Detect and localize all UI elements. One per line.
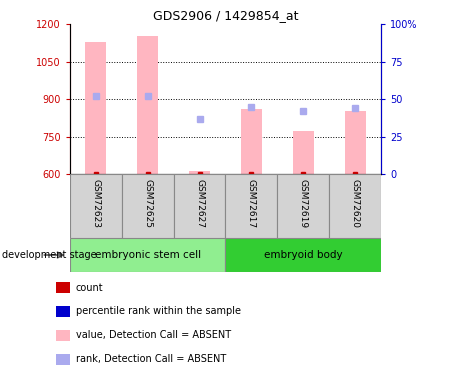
FancyBboxPatch shape	[174, 174, 226, 238]
Bar	[56, 354, 70, 365]
Text: GSM72619: GSM72619	[299, 180, 308, 229]
Title: GDS2906 / 1429854_at: GDS2906 / 1429854_at	[153, 9, 298, 22]
Bar	[241, 110, 262, 174]
Text: GSM72627: GSM72627	[195, 180, 204, 228]
FancyBboxPatch shape	[329, 174, 381, 238]
Text: value, Detection Call = ABSENT: value, Detection Call = ABSENT	[76, 330, 231, 340]
FancyBboxPatch shape	[122, 174, 174, 238]
Bar	[56, 330, 70, 341]
FancyBboxPatch shape	[70, 238, 226, 272]
Text: embryonic stem cell: embryonic stem cell	[95, 250, 201, 260]
Bar	[189, 171, 210, 174]
FancyBboxPatch shape	[226, 238, 381, 272]
Bar	[85, 42, 106, 174]
Text: embryoid body: embryoid body	[264, 250, 343, 260]
Bar	[137, 36, 158, 174]
Text: GSM72617: GSM72617	[247, 180, 256, 229]
Text: GSM72625: GSM72625	[143, 180, 152, 228]
Text: percentile rank within the sample: percentile rank within the sample	[76, 306, 241, 316]
FancyBboxPatch shape	[226, 174, 277, 238]
FancyBboxPatch shape	[70, 174, 122, 238]
Bar	[56, 306, 70, 317]
Bar	[345, 111, 365, 174]
Text: GSM72623: GSM72623	[92, 180, 100, 228]
Text: development stage: development stage	[2, 250, 97, 260]
Text: count: count	[76, 283, 104, 292]
FancyBboxPatch shape	[277, 174, 329, 238]
Text: GSM72620: GSM72620	[351, 180, 359, 228]
Bar	[56, 282, 70, 293]
Bar	[293, 130, 313, 174]
Text: rank, Detection Call = ABSENT: rank, Detection Call = ABSENT	[76, 354, 226, 364]
